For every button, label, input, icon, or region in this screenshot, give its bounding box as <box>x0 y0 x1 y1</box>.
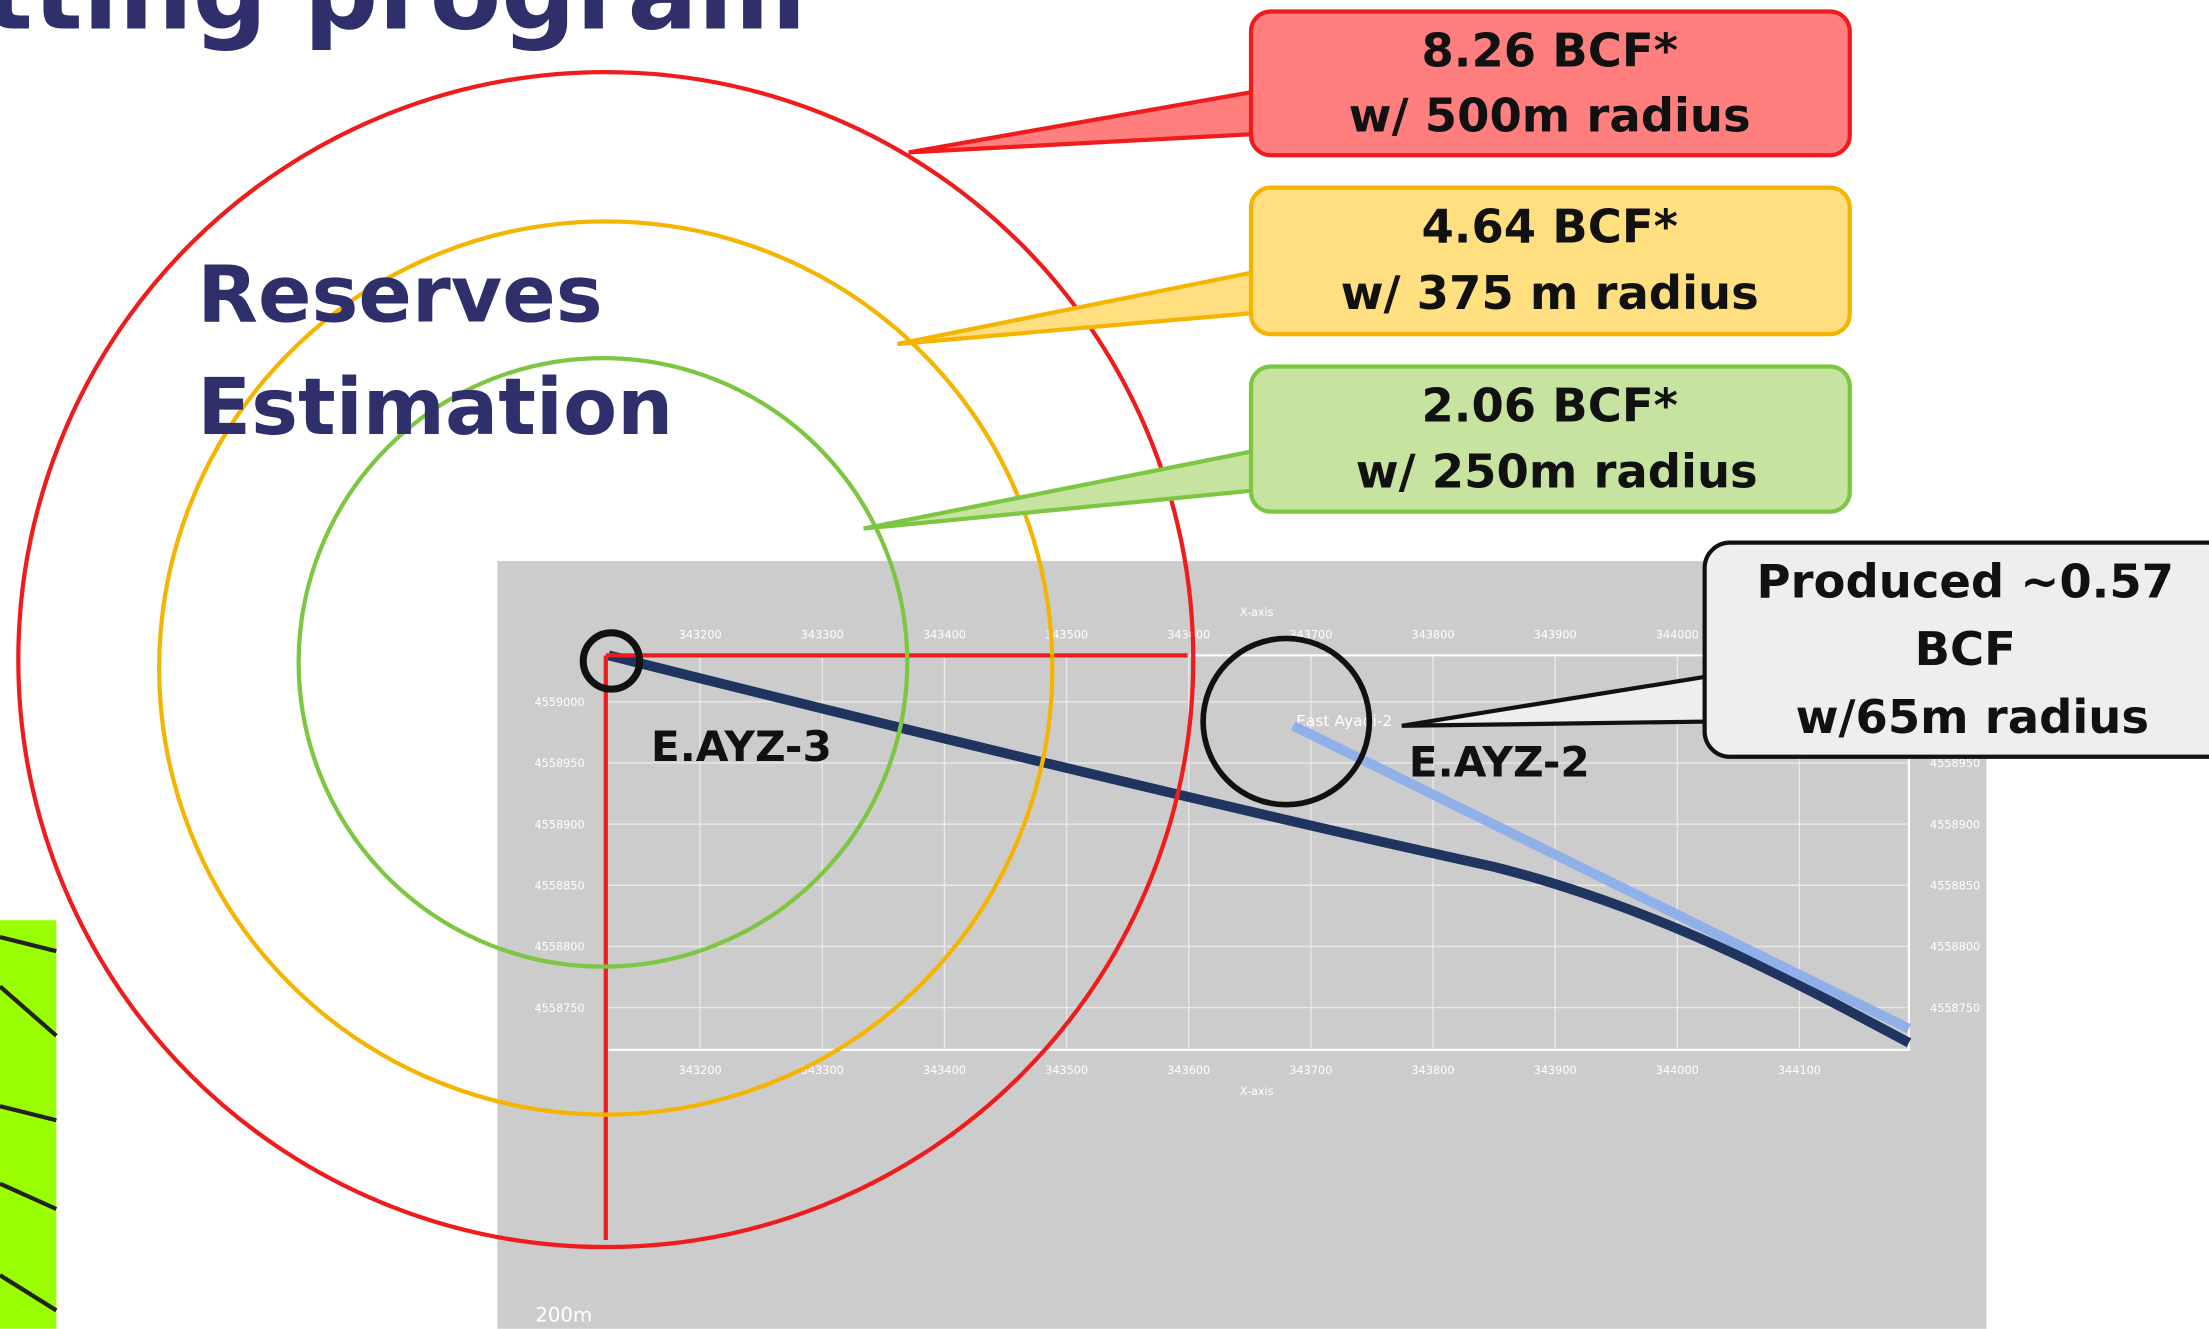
callout-text: w/ 250m radius <box>1356 445 1758 499</box>
well-path <box>607 650 1912 1048</box>
x-tick-label: 343400 <box>923 1064 966 1077</box>
callout-text: 4.64 BCF* <box>1421 200 1677 254</box>
callout-pointer <box>896 269 1256 347</box>
callout-box <box>1248 364 1852 514</box>
x-tick-label: 343300 <box>801 1064 844 1077</box>
map-axis-label: X-axis <box>1240 606 1274 619</box>
slide-title: tting program <box>0 0 806 53</box>
x-tick-label: 343900 <box>1534 628 1577 641</box>
well-marker <box>579 629 644 693</box>
well-label: E.AYZ-2 <box>1409 737 1590 786</box>
scale-label: 200m <box>535 1304 592 1327</box>
heading: Estimation <box>197 361 673 453</box>
x-tick-label: 344000 <box>1656 628 1699 641</box>
well-label: E.AYZ-3 <box>651 722 832 771</box>
radius-circle <box>157 219 1055 1117</box>
callout-text: 2.06 BCF* <box>1421 378 1677 432</box>
y-tick-label: 4558850 <box>534 879 584 892</box>
callout-text: w/65m radius <box>1796 690 2150 744</box>
x-tick-label: 343800 <box>1412 1064 1455 1077</box>
seismic-strip <box>0 920 57 1329</box>
callout-text: w/ 375 m radius <box>1341 266 1759 320</box>
callout-text: Produced ~0.57 <box>1757 555 2174 609</box>
heading: Reserves <box>197 248 602 340</box>
map-axis-label: X-axis <box>1240 1085 1274 1098</box>
y-tick-label: 4558950 <box>534 757 584 770</box>
y-tick-label: 4558850 <box>1930 879 1980 892</box>
y-tick-label: 4558900 <box>1930 818 1980 831</box>
x-tick-label: 343600 <box>1167 1064 1210 1077</box>
x-tick-label: 343900 <box>1534 1064 1577 1077</box>
y-tick-label: 4558800 <box>1930 941 1980 954</box>
callout-box <box>1702 540 2209 759</box>
radius-circle <box>16 69 1196 1250</box>
x-tick-label: 344100 <box>1778 1064 1821 1077</box>
callout-box <box>1248 185 1852 337</box>
callout-box <box>1248 9 1852 158</box>
x-tick-label: 343300 <box>801 628 844 641</box>
callout-text: w/ 500m radius <box>1349 88 1751 142</box>
y-tick-label: 4558900 <box>534 818 584 831</box>
x-tick-label: 343500 <box>1045 628 1088 641</box>
callout-pointer <box>908 89 1256 155</box>
y-tick-label: 4558950 <box>1930 757 1980 770</box>
callout-pointer <box>863 448 1256 531</box>
y-tick-label: 4558800 <box>534 941 584 954</box>
callout-cover <box>1708 679 1718 719</box>
x-tick-label: 343500 <box>1045 1064 1088 1077</box>
x-tick-label: 343600 <box>1167 628 1210 641</box>
x-tick-label: 343700 <box>1289 1064 1332 1077</box>
well-path <box>1291 721 1912 1034</box>
y-tick-label: 4558750 <box>1930 1002 1980 1015</box>
x-tick-label: 343200 <box>679 1064 722 1077</box>
well-tag: East Ayadi-2 <box>1296 712 1392 730</box>
map-grid: 343200 343200 343300 343300 343400 343400 3435… <box>534 628 1980 1076</box>
y-tick-label: 4559000 <box>534 696 584 709</box>
radius-circle <box>296 355 910 969</box>
seismic-lines <box>0 935 58 1313</box>
callout-text: 8.26 BCF* <box>1421 23 1677 77</box>
well-marker <box>1200 635 1373 808</box>
callout-text: BCF <box>1915 622 2016 676</box>
x-tick-label: 344000 <box>1656 1064 1699 1077</box>
x-tick-label: 343400 <box>923 628 966 641</box>
x-tick-label: 343200 <box>679 628 722 641</box>
x-tick-label: 343800 <box>1412 628 1455 641</box>
y-tick-label: 4558750 <box>534 1002 584 1015</box>
